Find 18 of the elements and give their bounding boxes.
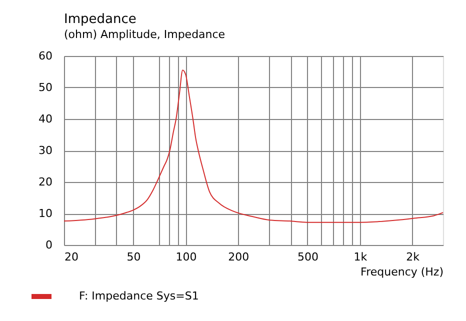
- x-tick-label: 100: [176, 250, 197, 264]
- x-tick-label: 50: [126, 250, 141, 264]
- x-tick-label: 2k: [406, 250, 420, 264]
- x-tick-label: 1k: [354, 250, 368, 264]
- text: F: Impedance Sys=S1: [79, 290, 199, 302]
- y-tick-label: 30: [38, 144, 52, 157]
- chart-title: Impedance: [64, 12, 136, 27]
- y-tick-label: 40: [38, 112, 52, 126]
- y-tick-label: 50: [38, 81, 52, 94]
- y-tick-label: 20: [38, 176, 52, 188]
- x-tick-label: 500: [297, 250, 318, 264]
- x-tick-label: 200: [228, 250, 250, 264]
- x-tick-label: 20: [64, 250, 78, 264]
- y-tick-label: 60: [38, 50, 52, 62]
- x-axis-title: Frequency (Hz): [360, 266, 444, 278]
- y-tick-label: 0: [46, 238, 52, 252]
- chart-subtitle: (ohm) Amplitude, Impedance: [64, 28, 226, 41]
- y-tick-label: 10: [38, 207, 52, 220]
